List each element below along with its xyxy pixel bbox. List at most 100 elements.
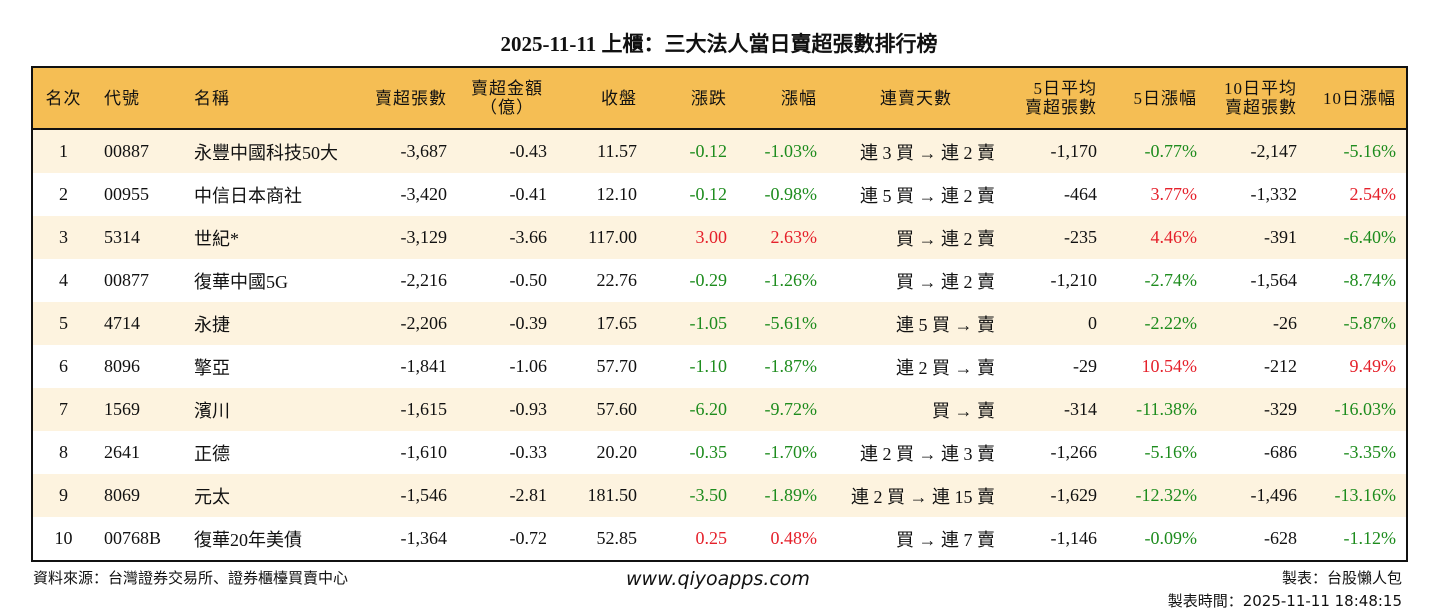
cell-code: 00877 [104,270,149,290]
cell-sell-streak: 買 → 連 2 賣 [827,216,1005,259]
header-net-sell-lots: 賣超張數 [357,67,457,130]
table-row: 7 1569 濱川 -1,615 -0.93 57.60 -6.20 -9.72% 買 → 賣-… [32,388,1407,431]
cell-rank: 1 [32,129,94,173]
cell-sell-streak: 連 2 買 → 賣 [896,357,995,378]
cell-name: 擎亞 [194,357,230,378]
cell-close: 12.10 [596,184,638,204]
cell-avg5-net-sell: -235 [1005,216,1107,259]
cell-close: 181.50 [557,474,647,517]
cell-close: 52.85 [596,528,638,548]
cell-change: -0.12 [689,184,728,204]
cell-sell-streak: 買 → 賣 [827,388,1005,431]
cell-avg10-net-sell: -1,564 [1250,270,1298,290]
cell-rank: 8 [59,442,68,462]
cell-rank: 2 [59,184,68,204]
cell-avg10-net-sell: -1,496 [1207,474,1307,517]
cell-net-sell-lots: -2,216 [400,270,448,290]
cell-close: 22.76 [596,270,638,290]
table-header-row: 名次 代號 名稱 賣超張數 賣超金額 （億） 收盤 漲跌 漲幅 連賣天數 5日平均 賣超張數 5日漲… [32,67,1407,130]
cell-avg10-net-sell: -391 [1207,216,1307,259]
cell-pct-5d: 10.54% [1141,356,1198,376]
cell-name: 永豐中國科技50大 [184,129,357,173]
cell-rank: 9 [32,474,94,517]
cell-net-sell-amount: -0.72 [509,528,548,548]
cell-sell-streak: 連 2 買 → 連 15 賣 [827,474,1005,517]
cell-pct-10d: 9.49% [1349,356,1397,376]
cell-code: 00768B [104,528,162,548]
cell-code: 00887 [94,129,184,173]
cell-rank: 5 [32,302,94,345]
cell-pct-10d: -13.16% [1307,474,1407,517]
table-row: 3 5314 世紀* -3,129 -3.66 117.00 3.00 2.63% 買 → 連 … [32,216,1407,259]
header-name: 名稱 [184,67,357,130]
table-row: 6 8096 擎亞 -1,841 -1.06 57.70 -1.10 -1.87% 連 2 買 … [32,345,1407,388]
cell-sell-streak: 連 2 買 → 連 3 賣 [860,443,995,464]
cell-name: 元太 [184,474,357,517]
cell-pct-5d: -0.09% [1144,528,1198,548]
table-row: 4 00877 復華中國5G -2,216 -0.50 22.76 -0.29 -1.26% 買… [32,259,1407,302]
cell-pct-10d: -16.03% [1307,388,1407,431]
cell-change: -0.35 [689,442,728,462]
cell-net-sell-amount: -0.41 [509,184,548,204]
cell-avg10-net-sell: -329 [1207,388,1307,431]
cell-avg10-net-sell: -628 [1264,528,1297,548]
cell-name: 永捷 [184,302,357,345]
cell-change: -0.12 [647,129,737,173]
cell-net-sell-amount: -0.50 [509,270,548,290]
cell-close: 20.20 [596,442,638,462]
cell-pct-5d: -0.77% [1107,129,1207,173]
cell-change-pct: -0.98% [764,184,818,204]
website-link[interactable]: www.qiyoapps.com [626,568,810,590]
cell-avg10-net-sell: -26 [1207,302,1307,345]
footer-credits: 製表：台股懶人包 製表時間：2025-11-11 18:48:15 [1168,567,1402,613]
cell-change: -0.29 [689,270,728,290]
cell-avg5-net-sell: -314 [1005,388,1107,431]
header-change: 漲跌 [647,67,737,130]
cell-change-pct: 0.48% [770,528,818,548]
cell-name: 復華20年美債 [194,529,302,550]
cell-name: 正德 [194,443,230,464]
cell-change-pct: -1.70% [764,442,818,462]
cell-code: 8069 [94,474,184,517]
cell-sell-streak: 連 5 買 → 賣 [827,302,1005,345]
cell-change: -6.20 [647,388,737,431]
cell-avg5-net-sell: -1,146 [1050,528,1098,548]
cell-rank: 7 [32,388,94,431]
page-title: 2025-11-11 上櫃：三大法人當日賣超張數排行榜 [500,32,938,56]
header-change-pct: 漲幅 [737,67,827,130]
header-rank: 名次 [32,67,94,130]
cell-name: 濱川 [184,388,357,431]
cell-change-pct: -1.87% [764,356,818,376]
cell-close: 17.65 [557,302,647,345]
cell-avg5-net-sell: -464 [1064,184,1097,204]
cell-net-sell-lots: -1,546 [357,474,457,517]
cell-pct-10d: -5.87% [1307,302,1407,345]
table-row: 5 4714 永捷 -2,206 -0.39 17.65 -1.05 -5.61% 連 5 買 … [32,302,1407,345]
cell-net-sell-lots: -3,129 [357,216,457,259]
cell-code: 2641 [104,442,140,462]
cell-change: -3.50 [647,474,737,517]
cell-sell-streak: 買 → 連 2 賣 [896,271,995,292]
cell-change-pct: -5.61% [737,302,827,345]
header-close: 收盤 [557,67,647,130]
header-net-sell-amount: 賣超金額 （億） [457,67,557,130]
cell-sell-streak: 連 3 買 → 連 2 賣 [827,129,1005,173]
cell-pct-5d: -2.74% [1144,270,1198,290]
cell-pct-10d: -8.74% [1343,270,1397,290]
cell-net-sell-lots: -3,687 [357,129,457,173]
cell-avg10-net-sell: -212 [1264,356,1297,376]
cell-name: 中信日本商社 [194,185,302,206]
cell-change: 3.00 [647,216,737,259]
cell-net-sell-amount: -0.43 [457,129,557,173]
cell-pct-10d: -6.40% [1307,216,1407,259]
cell-avg10-net-sell: -686 [1264,442,1297,462]
cell-code: 8096 [104,356,140,376]
cell-change-pct: -1.89% [737,474,827,517]
cell-pct-5d: 4.46% [1107,216,1207,259]
cell-pct-10d: -1.12% [1343,528,1397,548]
cell-net-sell-amount: -1.06 [509,356,548,376]
cell-net-sell-amount: -0.93 [457,388,557,431]
data-source: 資料來源：台灣證券交易所、證券櫃檯買賣中心 [33,569,349,587]
cell-pct-10d: -5.16% [1307,129,1407,173]
cell-name: 世紀* [184,216,357,259]
